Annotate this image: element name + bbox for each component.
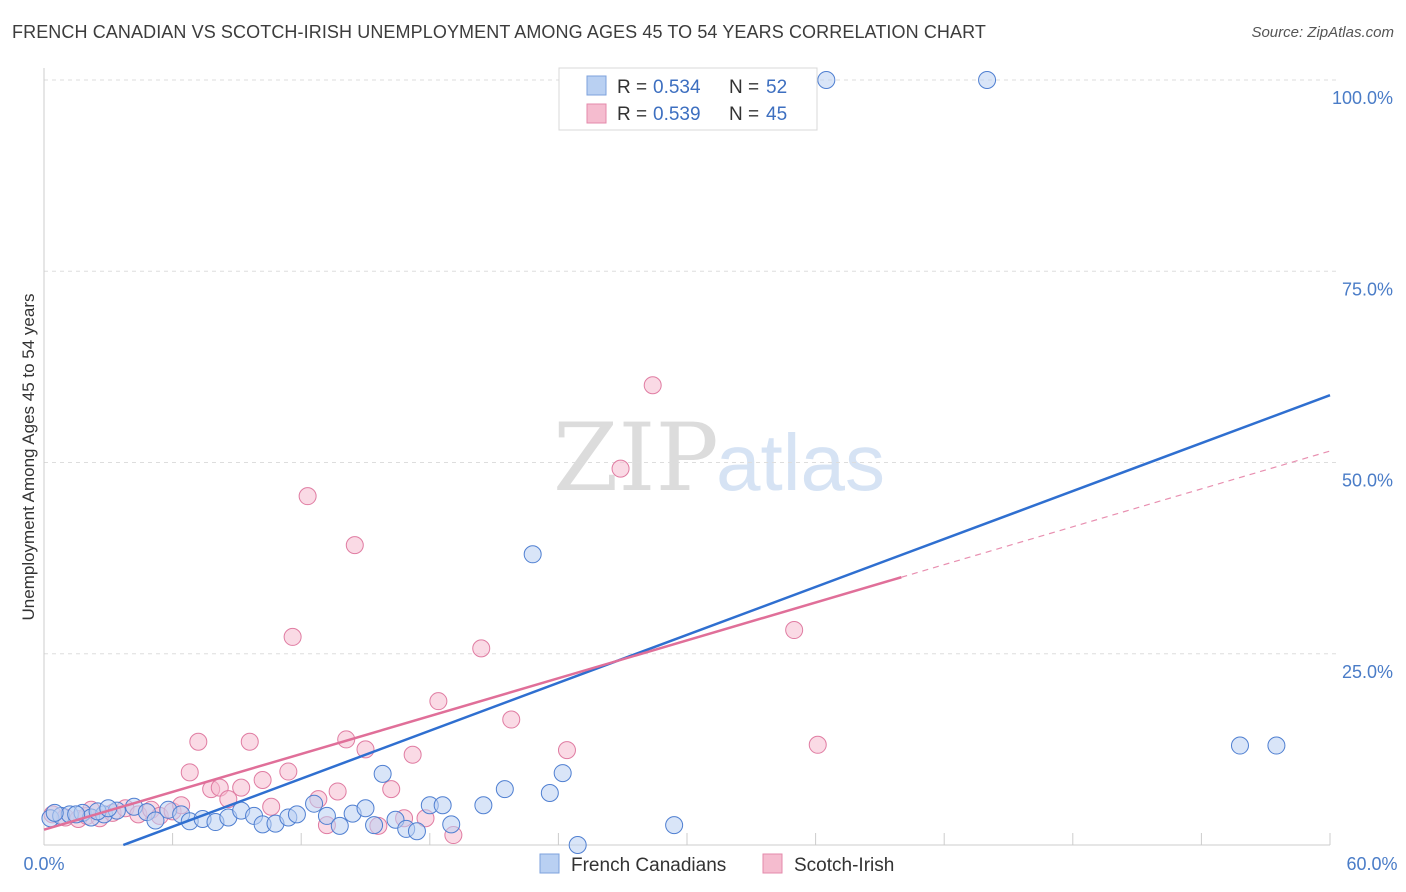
x-tick-marks (43, 833, 1331, 845)
legend-swatch-pink (586, 103, 607, 124)
french-canadian-point-48 (45, 803, 64, 822)
scotch-irish-point-26 (328, 782, 347, 801)
french-canadian-point-47 (1267, 736, 1286, 755)
scotch-irish-point-33 (403, 745, 422, 764)
scotch-irish-point-40 (611, 459, 630, 478)
french-canadian-point-40 (568, 836, 587, 854)
watermark-atlas: atlas (716, 418, 885, 507)
scotch-irish-point-31 (382, 780, 401, 799)
french-canadian-points (41, 71, 1286, 854)
french-canadian-point-27 (365, 816, 384, 835)
y-axis-label: Unemployment Among Ages 45 to 54 years (19, 294, 38, 621)
scotch-irish-point-37 (472, 639, 491, 658)
scotch-irish-point-42 (785, 621, 804, 640)
trend-lines (43, 394, 1331, 847)
scotch-irish-point-41 (643, 376, 662, 395)
bottom-legend-label-blue: French Canadians (571, 855, 726, 876)
french-canadian-point-22 (305, 794, 324, 813)
bottom-legend-swatch-pink (762, 853, 783, 874)
scotch-irish-point-43 (808, 735, 827, 754)
y-tick-label-25: 25.0% (1342, 662, 1393, 682)
scotch-irish-point-20 (262, 797, 281, 816)
legend-n-value-2: 45 (766, 104, 787, 125)
y-tick-label-100: 100.0% (1332, 88, 1393, 108)
legend-r-label-2: R = (617, 104, 647, 125)
x-tick-label-min: 0.0% (23, 854, 64, 874)
french-canadian-point-9 (146, 811, 165, 830)
french-canadian-point-45 (978, 71, 997, 89)
french-canadian-point-37 (523, 545, 542, 564)
legend-r-value-1: 0.534 (653, 77, 701, 98)
bottom-legend-swatch-blue (539, 853, 560, 874)
french-canadian-point-36 (495, 780, 514, 799)
watermark-zip: ZIP (553, 404, 719, 513)
french-canadian-point-46 (1230, 736, 1249, 755)
scotch-irish-point-21 (279, 762, 298, 781)
legend-n-value-1: 52 (766, 77, 787, 98)
french-canadian-point-35 (474, 796, 493, 815)
legend-r-value-2: 0.539 (653, 104, 701, 125)
french-canadian-trend-line (122, 394, 1331, 847)
scotch-irish-point-13 (189, 732, 208, 751)
scotch-irish-point-35 (429, 692, 448, 711)
y-tick-labels: 25.0% 50.0% 75.0% 100.0% (1332, 88, 1393, 682)
scotch-irish-point-28 (345, 536, 364, 555)
scotch-irish-point-23 (298, 487, 317, 506)
legend-swatch-blue (586, 75, 607, 96)
french-canadian-point-24 (330, 816, 349, 835)
scotch-irish-trend-extension (901, 450, 1331, 578)
french-canadian-point-44 (817, 71, 836, 89)
scotch-irish-point-12 (180, 763, 199, 782)
legend-n-label-2: N = (729, 104, 759, 125)
french-canadian-point-23 (317, 806, 336, 825)
french-canadian-point-33 (433, 796, 452, 815)
french-canadian-point-28 (373, 764, 392, 783)
scotch-irish-point-17 (232, 778, 251, 797)
source-label: Source: ZipAtlas.com (1251, 24, 1394, 41)
french-canadian-point-34 (442, 815, 461, 834)
scotch-irish-point-38 (502, 710, 521, 729)
scotch-irish-point-19 (253, 770, 272, 789)
scotch-irish-point-39 (557, 741, 576, 760)
scotch-irish-trend-line (43, 576, 902, 831)
x-tick-label-max: 60.0% (1346, 854, 1397, 874)
french-canadian-point-39 (553, 764, 572, 783)
y-tick-label-50: 50.0% (1342, 471, 1393, 491)
bottom-legend-label-pink: Scotch-Irish (794, 855, 894, 876)
gridlines (44, 79, 1336, 655)
scotch-irish-point-18 (240, 732, 259, 751)
legend-n-label-1: N = (729, 77, 759, 98)
french-canadian-point-31 (407, 822, 426, 841)
chart-title: FRENCH CANADIAN VS SCOTCH-IRISH UNEMPLOY… (12, 22, 986, 42)
series-legend: French Canadians Scotch-Irish (539, 853, 894, 876)
legend-r-label-1: R = (617, 77, 647, 98)
scotch-irish-point-22 (283, 627, 302, 646)
correlation-legend: R = 0.534 N = 52 R = 0.539 N = 45 (558, 67, 818, 131)
french-canadian-point-26 (356, 799, 375, 818)
y-tick-label-75: 75.0% (1342, 279, 1393, 299)
french-canadian-point-21 (287, 805, 306, 824)
french-canadian-point-38 (540, 783, 559, 802)
french-canadian-point-41 (665, 816, 684, 835)
